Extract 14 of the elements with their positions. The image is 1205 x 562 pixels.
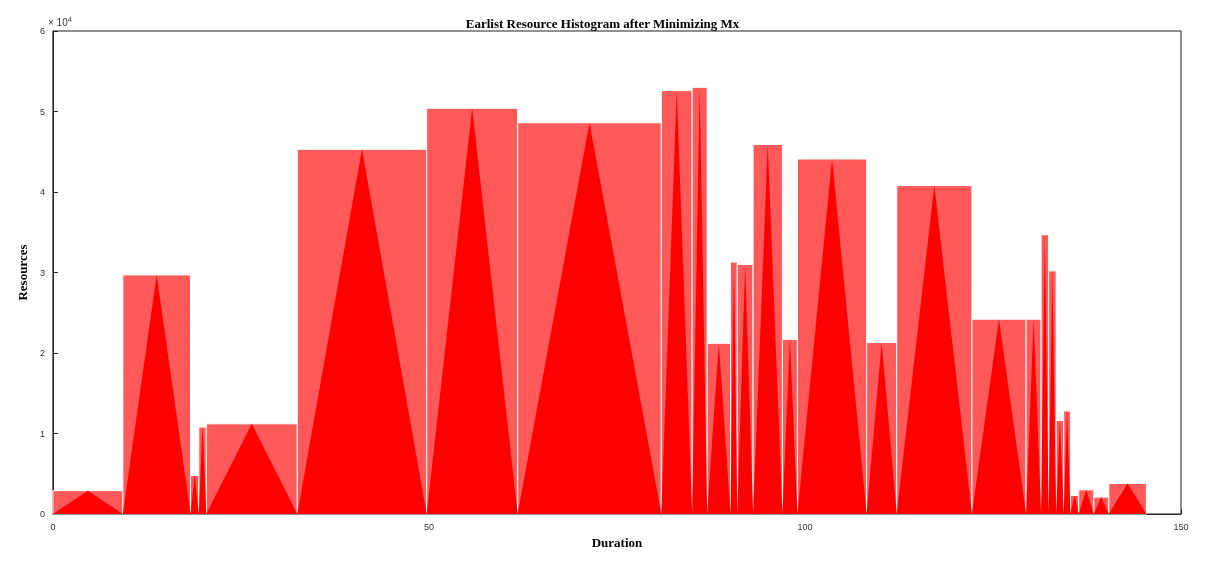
y-tick-label: 4 [39,187,45,197]
y-tick-label: 6 [39,26,45,36]
x-tick-label: 100 [797,521,813,532]
x-tick-label: 50 [423,521,434,532]
y-axis-title: Resources [15,244,30,301]
x-tick-label: 0 [50,521,56,532]
y-tick-label: 2 [39,348,45,358]
x-axis-title: Duration [591,535,643,550]
chart-title: Earlist Resource Histogram after Minimizing Mx [465,16,740,31]
y-tick-label: 5 [39,106,45,117]
y-tick-label: 1 [39,428,45,439]
x-tick-label: 150 [1173,521,1189,532]
y-tick-label: 3 [39,267,45,278]
y-tick-label: 0 [39,509,45,519]
